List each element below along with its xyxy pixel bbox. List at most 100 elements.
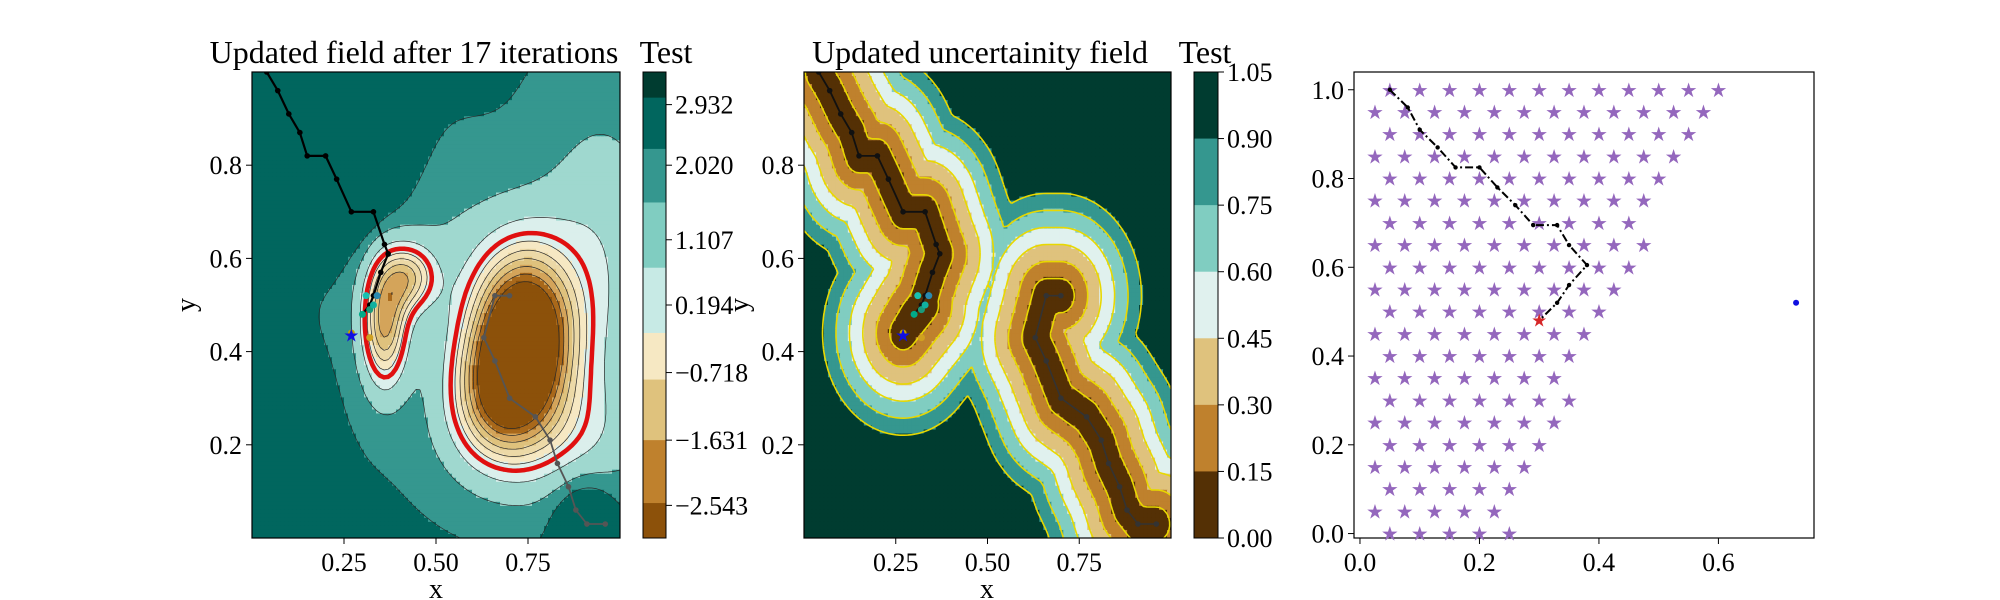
contour-cell: [460, 221, 465, 226]
contour-cell: [572, 189, 577, 194]
contour-cell: [284, 124, 289, 129]
contour-cell: [384, 104, 389, 109]
contour-cell: [536, 156, 541, 161]
contour-cell: [404, 164, 409, 169]
contour-cell: [320, 108, 325, 113]
contour-cell: [312, 76, 317, 81]
contour-cell: [504, 140, 509, 145]
contour-cell: [524, 104, 529, 109]
contour-cell: [580, 237, 585, 242]
contour-cell: [300, 221, 305, 226]
contour-cell: [376, 132, 381, 137]
contour-cell: [532, 88, 537, 93]
contour-cell: [480, 132, 485, 137]
contour-cell: [456, 285, 461, 290]
contour-cell: [492, 120, 497, 125]
contour-cell: [508, 112, 513, 117]
contour-cell: [596, 148, 601, 153]
contour-cell: [480, 209, 485, 214]
contour-cell: [416, 233, 421, 238]
contour-cell: [612, 189, 617, 194]
contour-cell: [544, 104, 549, 109]
contour-cell: [372, 140, 377, 145]
contour-cell: [516, 72, 521, 77]
contour-cell: [360, 197, 365, 202]
contour-cell: [280, 261, 285, 266]
contour-cell: [436, 72, 441, 77]
contour-cell: [600, 172, 605, 177]
contour-cell: [604, 128, 609, 133]
contour-cell: [380, 168, 385, 173]
contour-cell: [572, 213, 577, 218]
contour-cell: [576, 241, 581, 246]
contour-cell: [612, 104, 617, 109]
contour-cell: [536, 92, 541, 97]
contour-cell: [252, 221, 257, 226]
contour-cell: [592, 221, 597, 226]
contour-cell: [532, 116, 537, 121]
contour-cell: [452, 225, 457, 230]
contour-cell: [500, 217, 505, 222]
contour-cell: [400, 148, 405, 153]
contour-cell: [600, 92, 605, 97]
contour-cell: [320, 285, 325, 290]
contour-cell: [412, 164, 417, 169]
contour-cell: [408, 229, 413, 234]
contour-cell: [332, 193, 337, 198]
contour-cell: [528, 140, 533, 145]
contour-cell: [360, 245, 365, 250]
contour-cell: [336, 289, 341, 294]
contour-cell: [536, 184, 541, 189]
contour-cell: [372, 96, 377, 101]
contour-cell: [344, 104, 349, 109]
contour-cell: [368, 237, 373, 242]
contour-cell: [280, 241, 285, 246]
contour-cell: [600, 184, 605, 189]
contour-cell: [424, 100, 429, 105]
contour-cell: [512, 176, 517, 181]
contour-cell: [496, 217, 501, 222]
contour-cell: [284, 189, 289, 194]
contour-cell: [280, 249, 285, 254]
contour-cell: [464, 164, 469, 169]
contour-cell: [352, 265, 357, 270]
contour-cell: [520, 273, 525, 278]
contour-cell: [260, 197, 265, 202]
contour-cell: [488, 140, 493, 145]
contour-cell: [444, 209, 449, 214]
contour-cell: [432, 156, 437, 161]
contour-cell: [420, 201, 425, 206]
contour-cell: [564, 124, 569, 129]
contour-cell: [268, 221, 273, 226]
contour-cell: [584, 84, 589, 89]
contour-cell: [384, 152, 389, 157]
contour-cell: [592, 84, 597, 89]
contour-cell: [596, 176, 601, 181]
contour-cell: [272, 189, 277, 194]
contour-cell: [556, 140, 561, 145]
contour-cell: [304, 241, 309, 246]
contour-cell: [444, 233, 449, 238]
contour-cell: [440, 168, 445, 173]
contour-cell: [528, 217, 533, 222]
contour-cell: [432, 164, 437, 169]
contour-cell: [324, 92, 329, 97]
contour-cell: [308, 124, 313, 129]
contour-cell: [308, 249, 313, 254]
contour-cell: [300, 197, 305, 202]
contour-cell: [348, 88, 353, 93]
contour-cell: [252, 281, 257, 286]
contour-cell: [484, 205, 489, 210]
contour-cell: [592, 128, 597, 133]
contour-cell: [592, 241, 597, 246]
contour-cell: [608, 209, 613, 214]
contour-cell: [356, 213, 361, 218]
contour-cell: [508, 100, 513, 105]
contour-cell: [380, 201, 385, 206]
contour-cell: [316, 160, 321, 165]
contour-cell: [608, 96, 613, 101]
contour-cell: [356, 136, 361, 141]
contour-cell: [356, 156, 361, 161]
contour-cell: [368, 88, 373, 93]
contour-cell: [340, 277, 345, 282]
